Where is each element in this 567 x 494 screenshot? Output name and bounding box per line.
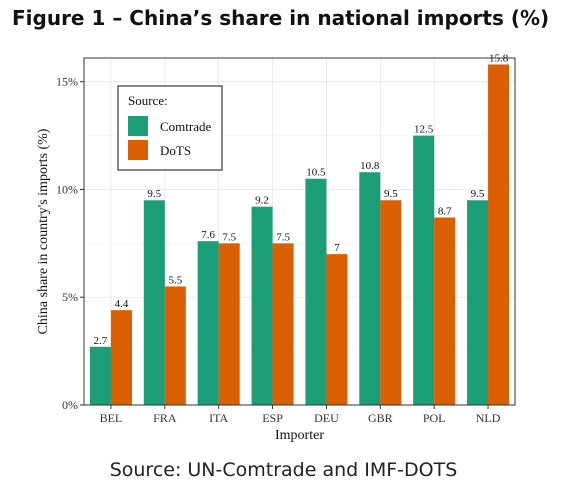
data-label: 8.7 <box>438 205 452 217</box>
bar-pol-dots <box>434 217 456 405</box>
bar-bel-dots <box>110 310 132 405</box>
figure-title: Figure 1 – China’s share in national imp… <box>12 6 550 30</box>
bar-fra-comtrade <box>143 200 165 405</box>
data-label: 9.5 <box>147 188 161 200</box>
y-tick-label: 15% <box>56 75 78 89</box>
bar-ita-dots <box>218 243 240 405</box>
legend-label-comtrade: Comtrade <box>160 119 211 134</box>
y-tick-label: 10% <box>56 182 78 196</box>
bar-esp-comtrade <box>251 206 273 405</box>
y-tick-label: 5% <box>62 290 78 304</box>
data-label: 7.5 <box>222 231 236 243</box>
bar-ita-comtrade <box>197 241 219 405</box>
bar-fra-dots <box>164 286 186 405</box>
legend-swatch-comtrade <box>128 116 148 136</box>
data-label: 10.5 <box>306 167 326 179</box>
x-tick-label: DEU <box>314 411 339 425</box>
data-label: 7 <box>334 242 340 254</box>
y-tick-label: 0% <box>62 398 78 412</box>
data-label: 7.5 <box>276 231 290 243</box>
bar-pol-comtrade <box>413 135 435 405</box>
bar-deu-dots <box>326 254 348 405</box>
data-label: 9.2 <box>255 195 269 207</box>
bar-gbr-comtrade <box>359 172 381 405</box>
bar-nld-comtrade <box>467 200 489 405</box>
data-label: 5.5 <box>168 274 182 286</box>
x-tick-label: ITA <box>209 411 228 425</box>
bar-nld-dots <box>488 64 510 406</box>
data-label: 4.4 <box>115 298 129 310</box>
plot-border <box>83 57 516 406</box>
x-axis-title: Importer <box>275 428 324 443</box>
legend-swatch-dots <box>128 140 148 160</box>
x-tick-label: POL <box>423 411 446 425</box>
y-axis-title: China share in country's imports (%) <box>36 128 51 334</box>
x-tick-label: BEL <box>100 411 123 425</box>
legend-title: Source: <box>128 93 168 108</box>
bar-bel-comtrade <box>89 346 111 405</box>
x-tick-label: FRA <box>153 411 177 425</box>
data-label: 2.7 <box>94 335 108 347</box>
data-label: 7.6 <box>201 229 215 241</box>
bar-gbr-dots <box>380 200 402 405</box>
data-label: 9.5 <box>384 188 398 200</box>
legend-label-dots: DoTS <box>160 143 191 158</box>
data-label: 10.8 <box>360 160 380 172</box>
figure-source-note: Source: UN-Comtrade and IMF-DOTS <box>109 459 458 481</box>
bar-esp-dots <box>272 243 294 405</box>
data-label: 12.5 <box>414 124 434 136</box>
x-tick-label: GBR <box>368 411 393 425</box>
x-tick-label: ESP <box>262 411 283 425</box>
bar-deu-comtrade <box>305 178 327 405</box>
x-tick-label: NLD <box>476 411 501 425</box>
data-label: 9.5 <box>471 188 485 200</box>
